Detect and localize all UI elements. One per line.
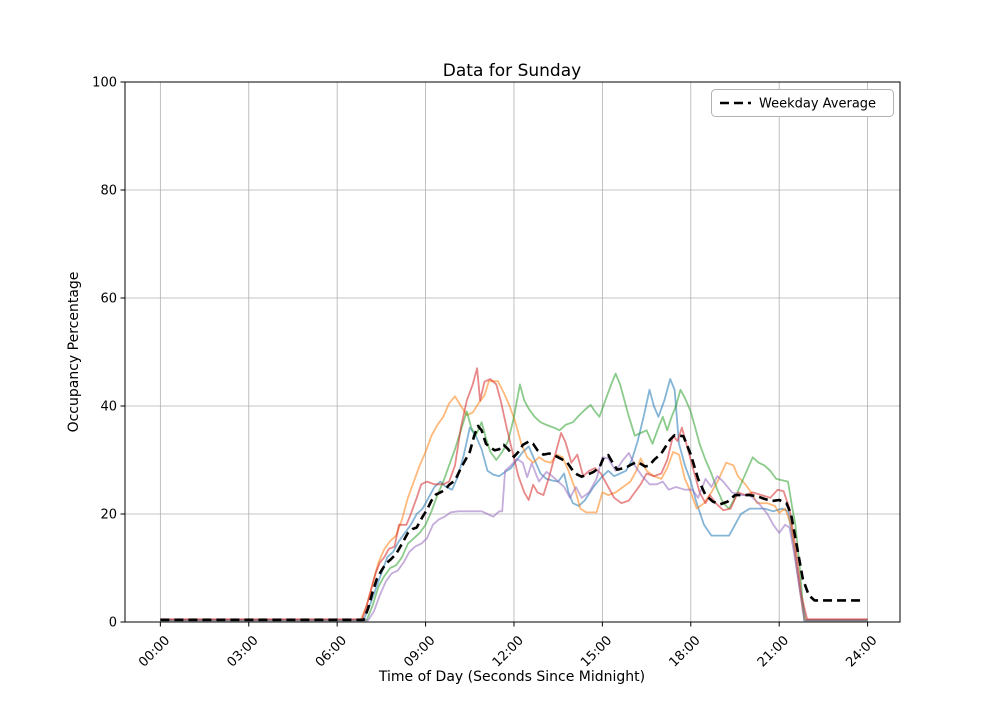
x-tick-label: 06:00 — [313, 633, 350, 670]
x-tick-label: 12:00 — [490, 633, 527, 670]
series-line-weekday-series-5 — [160, 452, 868, 622]
y-tick-label: 80 — [100, 184, 117, 199]
series-line-weekday-series-2 — [160, 380, 868, 621]
x-tick-label: 09:00 — [401, 633, 438, 670]
series-line-weekday-series-1 — [160, 378, 868, 621]
x-tick-label: 00:00 — [136, 633, 173, 670]
series-layer — [160, 367, 868, 622]
legend: Weekday Average — [711, 89, 894, 117]
y-tick-label: 60 — [100, 292, 117, 307]
tick-layer — [120, 81, 869, 627]
y-tick-label: 20 — [100, 508, 117, 523]
plot-frame — [124, 81, 901, 623]
x-tick-label: 21:00 — [755, 633, 792, 670]
y-axis-label: Occupancy Percentage — [66, 272, 82, 433]
grid-layer — [125, 81, 900, 623]
series-line-weekday-series-4 — [160, 367, 868, 621]
x-tick-label: 03:00 — [224, 633, 261, 670]
tick-label-layer: 00:00 03:00 06:00 09:00 12:00 15:00 18:00 21:00… — [92, 76, 880, 671]
x-tick-label: 18:00 — [667, 633, 704, 670]
y-tick-label: 40 — [100, 400, 117, 415]
legend-box — [711, 89, 894, 117]
x-tick-label: 15:00 — [578, 633, 615, 670]
legend-label: Weekday Average — [759, 97, 876, 112]
y-tick-label: 0 — [109, 616, 117, 631]
x-tick-label: 24:00 — [843, 633, 880, 670]
y-tick-label: 100 — [92, 76, 117, 91]
chart-title: Data for Sunday — [443, 61, 581, 81]
weekday-average-line — [160, 424, 865, 622]
x-axis-label: Time of Day (Seconds Since Midnight) — [378, 669, 645, 685]
